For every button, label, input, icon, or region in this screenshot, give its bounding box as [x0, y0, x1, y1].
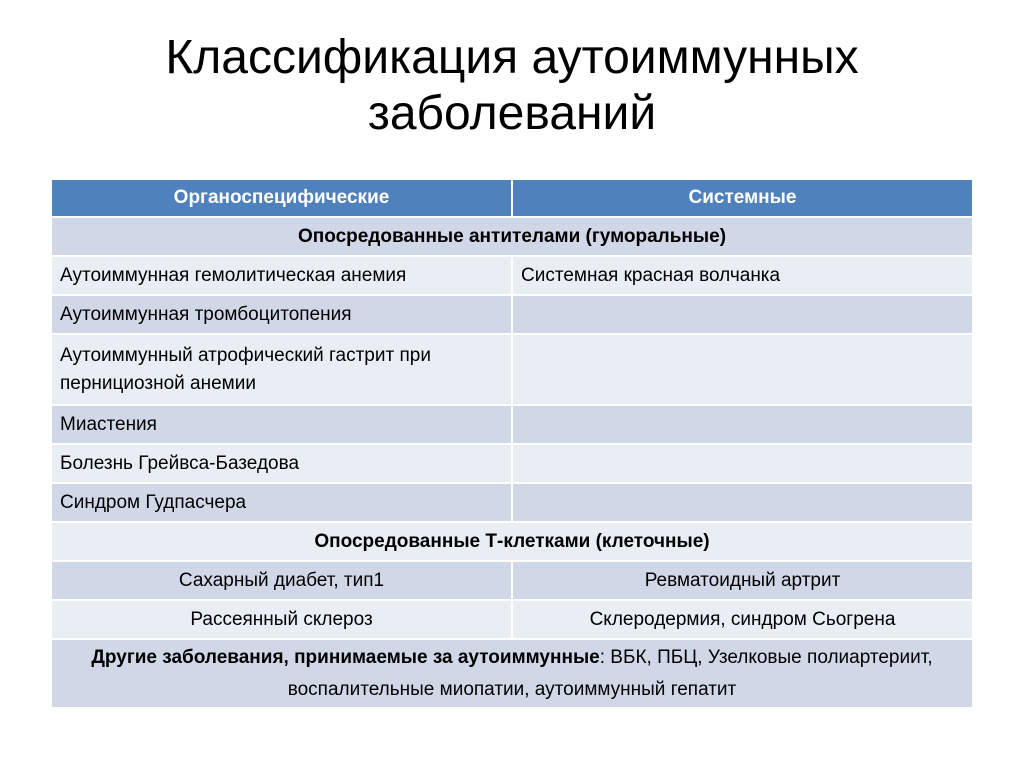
cell: [511, 482, 974, 523]
classification-table: Органоспецифические Системные Опосредова…: [50, 178, 974, 709]
table-row: Сахарный диабет, тип1 Ревматоидный артри…: [50, 560, 974, 601]
section-row-humoral: Опосредованные антителами (гуморальные): [50, 216, 974, 257]
table-row: Аутоиммунный атрофический гастрит при пе…: [50, 333, 974, 406]
section-cellular: Опосредованные Т-клетками (клеточные): [50, 521, 974, 562]
header-row: Органоспецифические Системные: [50, 178, 974, 218]
other-label: Другие заболевания, принимаемые за аутои…: [91, 646, 600, 668]
cell: Сахарный диабет, тип1: [50, 560, 513, 601]
cell: Аутоиммунный атрофический гастрит при пе…: [50, 333, 513, 406]
cell: Аутоиммунная тромбоцитопения: [50, 294, 513, 335]
table-row: Рассеянный склероз Склеродермия, синдром…: [50, 599, 974, 640]
cell: Миастения: [50, 404, 513, 445]
cell: Синдром Гудпасчера: [50, 482, 513, 523]
section-row-cellular: Опосредованные Т-клетками (клеточные): [50, 521, 974, 562]
other-text: : ВБК, ПБЦ, Узелковые полиартериит, восп…: [287, 646, 933, 700]
cell: Аутоиммунная гемолитическая анемия: [50, 255, 513, 296]
table-row: Синдром Гудпасчера: [50, 482, 974, 523]
title-line-2: заболеваний: [367, 87, 657, 140]
cell: Рассеянный склероз: [50, 599, 513, 640]
header-organ-specific: Органоспецифические: [50, 178, 513, 218]
title-line-1: Классификация аутоиммунных: [165, 31, 859, 84]
cell: [511, 404, 974, 445]
cell: Болезнь Грейвса-Базедова: [50, 443, 513, 484]
other-diseases-row: Другие заболевания, принимаемые за аутои…: [50, 638, 974, 709]
cell: Ревматоидный артрит: [511, 560, 974, 601]
cell: [511, 443, 974, 484]
section-humoral: Опосредованные антителами (гуморальные): [50, 216, 974, 257]
table-row: Аутоиммунная гемолитическая анемия Систе…: [50, 255, 974, 296]
table-row: Болезнь Грейвса-Базедова: [50, 443, 974, 484]
cell: [511, 333, 974, 406]
table-row: Аутоиммунная тромбоцитопения: [50, 294, 974, 335]
slide-title: Классификация аутоиммунных заболеваний: [0, 30, 1024, 142]
cell: Системная красная волчанка: [511, 255, 974, 296]
other-diseases-cell: Другие заболевания, принимаемые за аутои…: [50, 638, 974, 709]
cell: Склеродермия, синдром Сьогрена: [511, 599, 974, 640]
header-systemic: Системные: [511, 178, 974, 218]
cell: [511, 294, 974, 335]
table-row: Миастения: [50, 404, 974, 445]
